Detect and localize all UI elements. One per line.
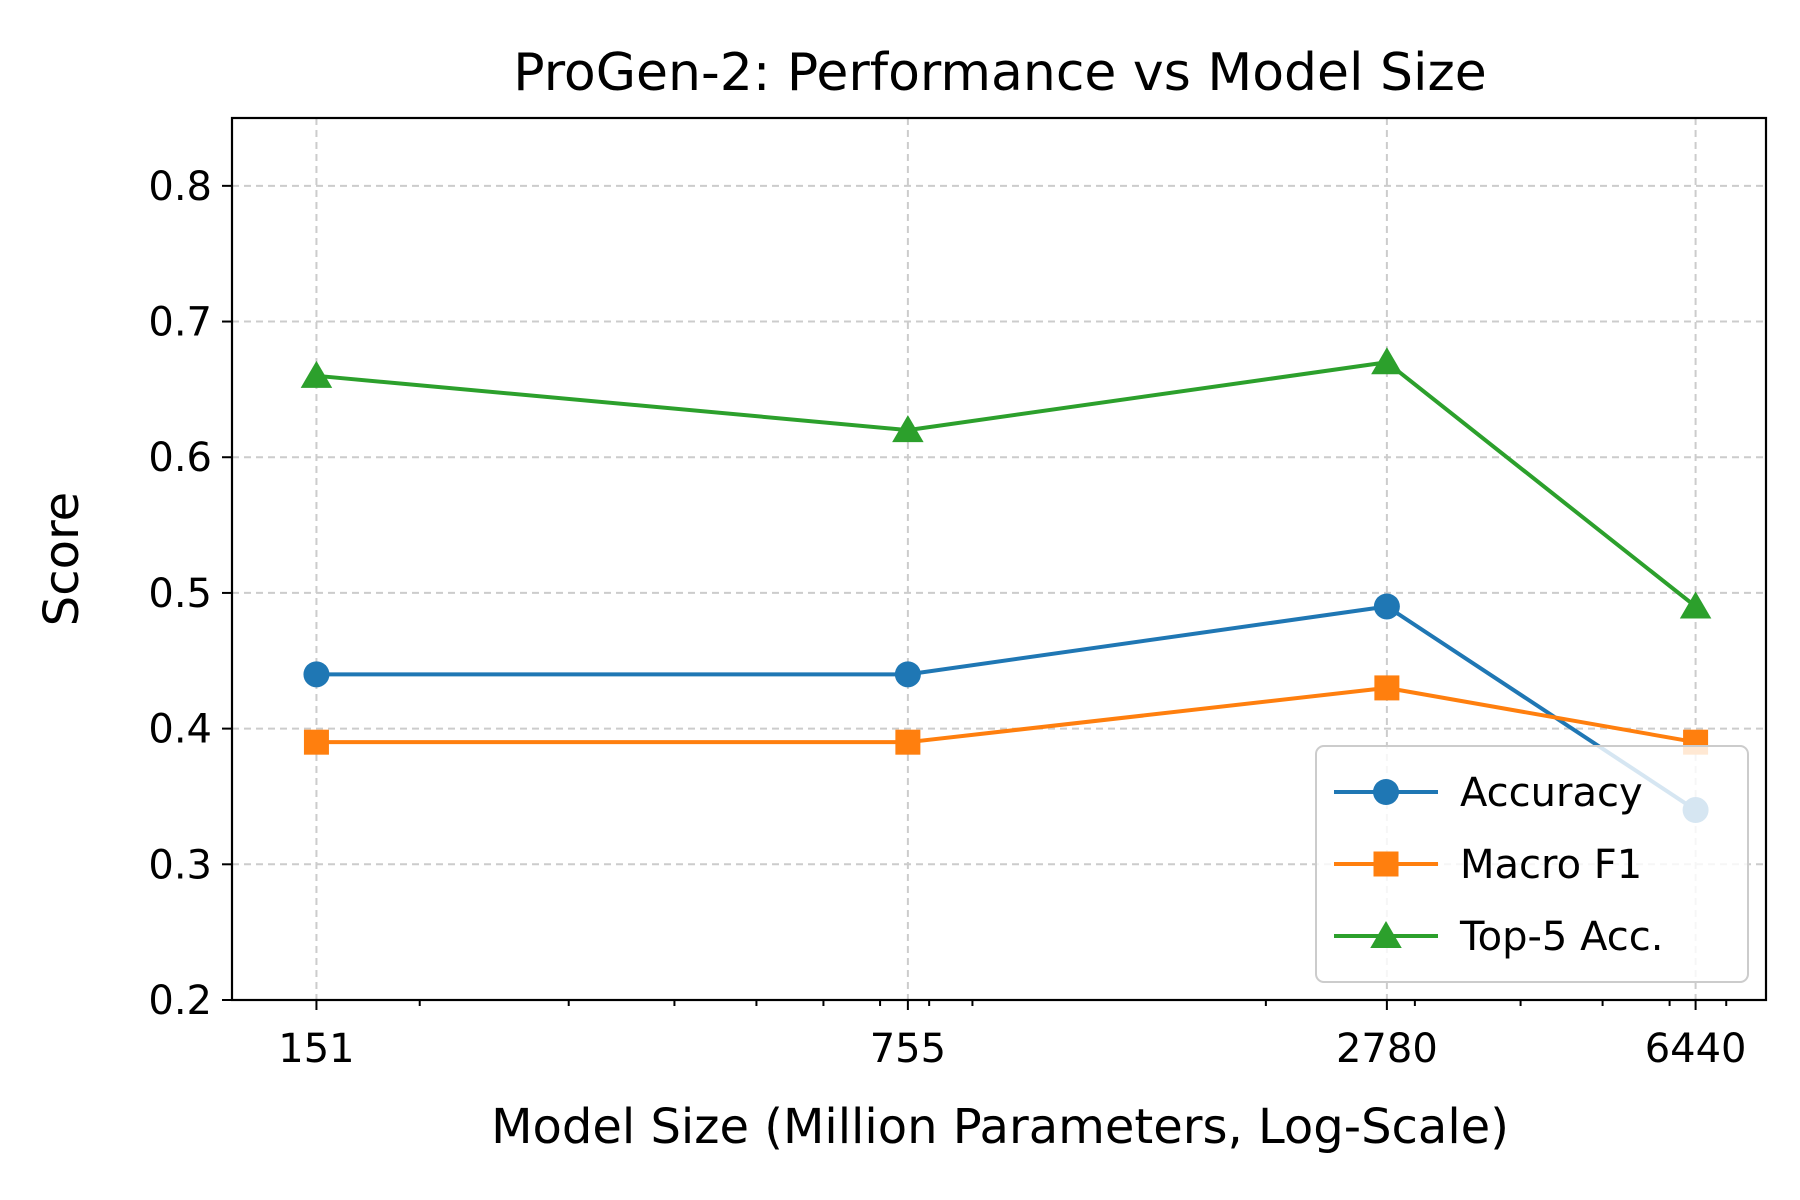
series-line bbox=[316, 360, 1697, 609]
chart-title: ProGen-2: Performance vs Model Size bbox=[513, 43, 1486, 103]
legend-marker bbox=[1370, 921, 1402, 948]
data-point bbox=[303, 729, 329, 755]
legend-item: Top-5 Acc. bbox=[1334, 914, 1663, 960]
x-tick-label: 151 bbox=[278, 1026, 354, 1072]
legend-marker bbox=[1373, 851, 1399, 877]
data-point bbox=[1371, 347, 1403, 375]
y-axis-label: Score bbox=[34, 492, 90, 626]
y-tick-label: 0.3 bbox=[148, 842, 212, 888]
x-tick-label: 6440 bbox=[1645, 1026, 1747, 1072]
legend-marker bbox=[1373, 779, 1399, 805]
data-point bbox=[300, 360, 333, 388]
y-tick-label: 0.6 bbox=[148, 435, 212, 481]
data-point bbox=[303, 661, 330, 688]
data-point bbox=[1374, 675, 1400, 701]
x-axis-label: Model Size (Million Parameters, Log-Scal… bbox=[491, 1099, 1509, 1155]
x-tick-label: 755 bbox=[870, 1026, 946, 1072]
legend-label: Top-5 Acc. bbox=[1459, 914, 1663, 960]
series-macro-f1 bbox=[303, 675, 1709, 755]
y-tick-label: 0.5 bbox=[148, 571, 212, 617]
data-point bbox=[894, 661, 921, 688]
y-tick-label: 0.2 bbox=[148, 978, 212, 1024]
x-tick-label: 2780 bbox=[1336, 1026, 1438, 1072]
series-line bbox=[316, 604, 1697, 812]
series-line bbox=[316, 685, 1696, 745]
data-point bbox=[1373, 593, 1400, 620]
legend: Accuracy Macro F1 Top-5 Acc. bbox=[1315, 745, 1749, 983]
legend-item: Macro F1 bbox=[1334, 842, 1642, 888]
data-point bbox=[892, 415, 924, 443]
y-tick-label: 0.8 bbox=[148, 164, 212, 210]
legend-item: Accuracy bbox=[1334, 770, 1643, 816]
legend-label: Accuracy bbox=[1460, 770, 1643, 816]
y-tick-label: 0.7 bbox=[148, 300, 212, 346]
legend-label: Macro F1 bbox=[1460, 842, 1642, 888]
legend-box bbox=[1315, 745, 1749, 983]
y-tick-label: 0.4 bbox=[148, 707, 212, 753]
series-top-5-acc bbox=[300, 347, 1712, 619]
grid bbox=[232, 118, 1766, 1000]
ticks: 0.2 0.3 0.4 0.5 0.6 0.7 0.8 151 755 2780 6440 bbox=[148, 164, 1746, 1072]
data-point bbox=[1679, 591, 1712, 619]
data-point bbox=[895, 729, 921, 755]
plot-frame bbox=[230, 116, 1768, 1002]
